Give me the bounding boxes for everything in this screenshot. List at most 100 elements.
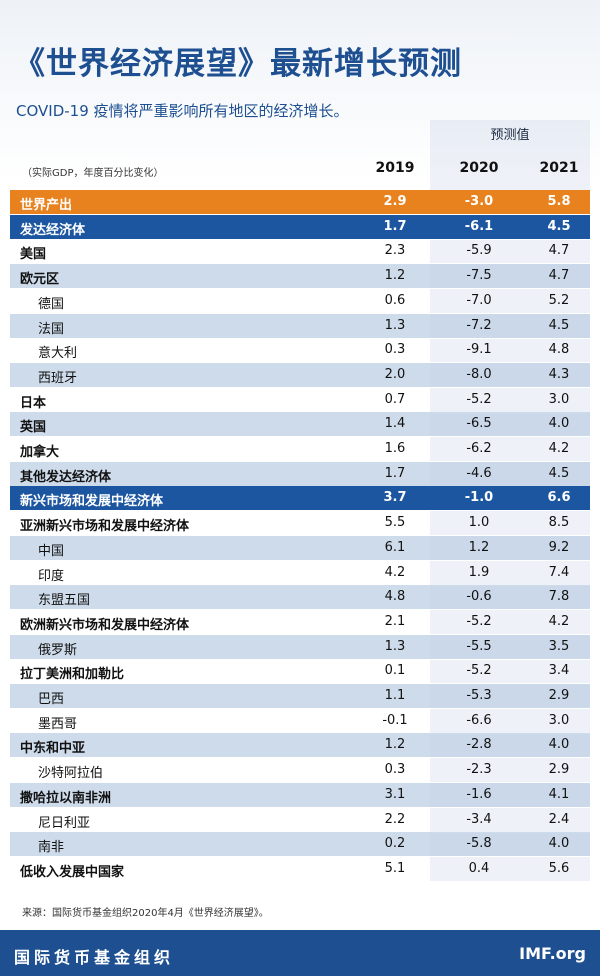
table-row: 尼日利亚 2.2 -3.4 2.4 xyxy=(10,808,590,833)
cell-value: 9.2 xyxy=(548,539,570,555)
row-name: 欧元区 xyxy=(20,272,60,288)
row-name: 英国 xyxy=(20,420,47,436)
cell-value: -5.9 xyxy=(466,243,492,259)
cell-value: -7.2 xyxy=(466,317,492,333)
cell-value: 1.6 xyxy=(384,441,406,456)
cell-value: -0.6 xyxy=(466,589,492,605)
cell-value: 1.4 xyxy=(384,416,406,432)
table-row: 日本 0.7 -5.2 3.0 xyxy=(10,388,590,413)
table-row: 法国 1.3 -7.2 4.5 xyxy=(10,313,590,339)
row-name: 巴西 xyxy=(38,692,65,707)
cell-value: -2.8 xyxy=(466,737,492,753)
cell-value: 1.2 xyxy=(468,539,490,555)
cell-value: 3.0 xyxy=(548,712,570,728)
table-row: 加拿大 1.6 -6.2 4.2 xyxy=(10,437,590,462)
row-name: 印度 xyxy=(38,568,65,584)
row-name: 撒哈拉以南非洲 xyxy=(20,790,112,806)
table-row: 美国 2.3 -5.9 4.7 xyxy=(10,239,590,265)
cell-value: -0.1 xyxy=(382,712,408,728)
cell-value: 0.4 xyxy=(468,860,490,876)
cell-value: 3.7 xyxy=(383,490,407,506)
cell-value: -3.4 xyxy=(466,811,492,827)
cell-value: 5.6 xyxy=(548,860,570,876)
cell-value: 0.1 xyxy=(384,663,406,679)
row-name: 发达经济体 xyxy=(20,222,86,238)
cell-value: 2.0 xyxy=(384,366,406,382)
cell-value: -5.5 xyxy=(466,638,492,654)
cell-value: 4.5 xyxy=(548,317,570,333)
table-row: 沙特阿拉伯 0.3 -2.3 2.9 xyxy=(10,758,590,784)
organization: 国际货币基金组织 xyxy=(14,948,175,967)
cell-value: 2.9 xyxy=(548,762,570,778)
cell-value: 4.2 xyxy=(384,564,406,580)
cell-value: 6.1 xyxy=(384,539,406,555)
cell-value: -1.0 xyxy=(464,490,494,506)
website[interactable]: IMF.org xyxy=(519,944,586,963)
cell-value: -7.0 xyxy=(466,292,492,308)
table-row: 俄罗斯 1.3 -5.5 3.5 xyxy=(10,634,590,660)
cell-value: 1.2 xyxy=(384,268,406,284)
cell-value: -5.2 xyxy=(466,663,492,679)
cell-value: 8.5 xyxy=(548,515,570,531)
cell-value: 5.2 xyxy=(548,292,570,308)
cell-value: -6.5 xyxy=(466,416,492,432)
row-name: 亚洲新兴市场和发展中经济体 xyxy=(20,519,190,535)
table-row: 撒哈拉以南非洲 3.1 -1.6 4.1 xyxy=(10,782,590,808)
cell-value: 4.7 xyxy=(548,243,570,259)
row-name: 新兴市场和发展中经济体 xyxy=(20,494,164,510)
cell-value: 1.2 xyxy=(384,737,406,753)
table-row: 新兴市场和发展中经济体 3.7 -1.0 6.6 xyxy=(10,486,590,512)
forecast-label: 预测值 xyxy=(490,128,530,143)
cell-value: -6.1 xyxy=(464,218,494,234)
row-name: 意大利 xyxy=(38,346,78,362)
table-row: 拉丁美洲和加勒比 0.1 -5.2 3.4 xyxy=(10,659,590,685)
cell-value: -7.5 xyxy=(466,268,492,284)
cell-value: 4.1 xyxy=(548,786,570,802)
cell-value: -4.6 xyxy=(466,465,492,481)
cell-value: 0.2 xyxy=(384,836,406,852)
cell-value: 0.7 xyxy=(384,391,406,407)
cell-value: -8.0 xyxy=(466,366,492,382)
cell-value: 2.4 xyxy=(548,811,570,827)
cell-value: 6.6 xyxy=(547,490,571,506)
cell-value: 0.6 xyxy=(384,292,406,308)
table-row: 南非 0.2 -5.8 4.0 xyxy=(10,832,590,858)
title: 《世界经济展望》最新增长预测 xyxy=(14,46,462,82)
cell-value: 7.4 xyxy=(548,564,570,580)
cell-value: 1.7 xyxy=(383,218,407,234)
table-row: 低收入发展中国家 5.1 0.4 5.6 xyxy=(10,857,590,882)
row-name: 南非 xyxy=(38,840,65,856)
cell-value: 3.4 xyxy=(548,663,570,679)
cell-value: 1.0 xyxy=(468,515,490,531)
cell-value: 7.8 xyxy=(548,589,570,605)
table-row: 中东和中亚 1.2 -2.8 4.0 xyxy=(10,733,590,759)
cell-value: 2.2 xyxy=(384,811,406,827)
row-name: 沙特阿拉伯 xyxy=(38,766,104,782)
cell-value: -2.3 xyxy=(466,762,492,778)
row-name: 中国 xyxy=(38,543,65,559)
table-row: 西班牙 2.0 -8.0 4.3 xyxy=(10,362,590,388)
column-header: 2019 xyxy=(375,160,415,176)
cell-value: -5.2 xyxy=(466,613,492,629)
row-name: 拉丁美洲和加勒比 xyxy=(20,667,125,683)
table-row: 意大利 0.3 -9.1 4.8 xyxy=(10,338,590,364)
unit-note: （实际GDP，年度百分比变化） xyxy=(22,168,164,179)
table-row: 英国 1.4 -6.5 4.0 xyxy=(10,412,590,438)
cell-value: 3.5 xyxy=(548,638,570,654)
cell-value: 0.3 xyxy=(384,342,406,358)
table-row: 东盟五国 4.8 -0.6 7.8 xyxy=(10,585,590,611)
row-name: 东盟五国 xyxy=(38,593,91,609)
row-name: 欧洲新兴市场和发展中经济体 xyxy=(20,617,190,633)
row-name: 美国 xyxy=(20,247,47,263)
cell-value: -6.6 xyxy=(466,712,492,728)
cell-value: 4.8 xyxy=(384,589,406,605)
table-row: 印度 4.2 1.9 7.4 xyxy=(10,561,590,586)
cell-value: 5.8 xyxy=(547,194,571,209)
cell-value: 2.9 xyxy=(383,194,407,209)
row-name: 低收入发展中国家 xyxy=(20,864,125,880)
cell-value: 4.2 xyxy=(548,441,570,456)
cell-value: 4.0 xyxy=(548,836,570,852)
cell-value: 2.3 xyxy=(384,243,406,259)
table-row: 世界产出 2.9 -3.0 5.8 xyxy=(10,190,590,215)
row-name: 墨西哥 xyxy=(38,716,78,732)
